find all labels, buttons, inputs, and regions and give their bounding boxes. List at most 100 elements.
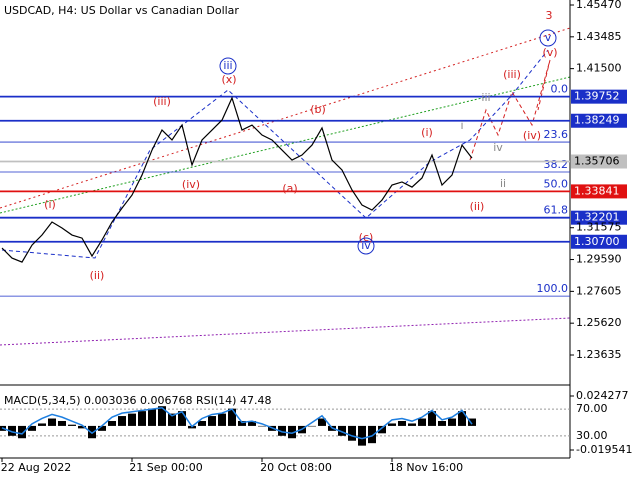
fib-label: 0.0	[551, 83, 569, 96]
level-label-box	[571, 89, 627, 104]
wave-label: (iii)	[503, 68, 521, 81]
macd-bar	[78, 425, 86, 429]
macd-bar	[128, 413, 136, 426]
y-tick-label: 1.23635	[576, 348, 622, 361]
wave-label: 3	[546, 9, 553, 22]
macd-bar	[218, 413, 226, 426]
trend-line	[0, 317, 571, 346]
macd-bar	[118, 416, 126, 426]
macd-bar	[308, 425, 316, 427]
fib-label: 23.6	[544, 128, 569, 141]
x-tick-label: 21 Sep 00:00	[129, 461, 202, 474]
macd-bar	[408, 423, 416, 426]
macd-bar	[88, 425, 96, 439]
wave-label: (iv)	[182, 178, 200, 191]
wave-label: v	[545, 31, 552, 44]
macd-bar	[338, 425, 346, 436]
macd-bar	[198, 420, 206, 426]
macd-bar	[58, 420, 66, 426]
macd-bar	[228, 408, 236, 426]
level-label: 1.35706	[574, 155, 620, 168]
y-tick-label: 1.41500	[576, 62, 622, 75]
level-label-box	[571, 184, 627, 199]
macd-bar	[98, 425, 106, 431]
wave-label: (a)	[282, 182, 297, 195]
macd-bar	[48, 418, 56, 426]
rsi-line	[1, 406, 473, 440]
y-tick-label: 0.024277	[576, 389, 629, 402]
macd-bar	[68, 424, 76, 426]
macd-bar	[468, 418, 476, 426]
macd-bar	[458, 411, 466, 426]
macd-bar	[158, 406, 166, 426]
wave-circle	[219, 57, 237, 75]
fib-label: 38.2	[544, 158, 569, 171]
wave-label: ii	[500, 177, 506, 190]
macd-bar	[278, 425, 286, 436]
macd-bar	[398, 420, 406, 426]
y-tick-label: 1.43485	[576, 30, 622, 43]
macd-bar	[368, 425, 376, 444]
wave-label: (v)	[542, 46, 557, 59]
wave-label: iii	[481, 91, 490, 104]
level-label-box	[571, 210, 627, 225]
wave-projection	[469, 59, 551, 161]
macd-bar	[248, 420, 256, 426]
macd-bar	[378, 425, 386, 434]
macd-bar	[8, 425, 16, 436]
y2-tick-label: 30.00	[576, 429, 608, 442]
fib-label: 50.0	[544, 177, 569, 190]
y-tick-label: 1.45470	[576, 0, 622, 11]
macd-bar	[418, 418, 426, 426]
level-label: 1.32201	[574, 211, 620, 224]
wave-label: (x)	[221, 73, 236, 86]
macd-bar	[388, 423, 396, 426]
macd-bar	[438, 420, 446, 426]
fib-label: 61.8	[544, 204, 569, 217]
macd-bar	[108, 420, 116, 426]
macd-bar	[18, 425, 26, 439]
macd-bar	[148, 408, 156, 426]
trend-line	[0, 76, 571, 214]
macd-bar	[318, 418, 326, 426]
level-label-box	[571, 234, 627, 249]
x-tick-label: 22 Aug 2022	[1, 461, 71, 474]
macd-bar	[168, 413, 176, 426]
wave-label: (ii)	[470, 200, 485, 213]
macd-bar	[288, 425, 296, 439]
macd-bar	[348, 425, 356, 441]
level-label: 1.30700	[574, 235, 620, 248]
wave-label: i	[460, 119, 463, 132]
wave-label: (ii)	[90, 269, 105, 282]
macd-bar	[448, 418, 456, 426]
wave-label: (i)	[44, 198, 56, 211]
macd-bar	[138, 411, 146, 426]
wave-circle	[357, 237, 375, 255]
level-label-box	[571, 113, 627, 128]
macd-bar	[358, 425, 366, 446]
x-tick-label: 18 Nov 16:00	[389, 461, 463, 474]
wave-label: (b)	[310, 103, 326, 116]
macd-bar	[258, 425, 266, 427]
macd-bar	[208, 416, 216, 426]
price-line	[1, 96, 473, 263]
x-tick-label: 20 Oct 08:00	[260, 461, 332, 474]
y-tick-label: 1.27605	[576, 284, 622, 297]
wave-label: (i)	[421, 126, 433, 139]
wave-label: iv	[361, 239, 371, 252]
y-tick-label: -0.019541	[576, 443, 632, 456]
y-tick-label: 1.29590	[576, 253, 622, 266]
y-tick-label: 1.25620	[576, 316, 622, 329]
level-label: 1.33841	[574, 184, 620, 197]
macd-bar	[28, 425, 36, 431]
wave-path	[1, 49, 549, 259]
wave-label: (iii)	[153, 95, 171, 108]
level-label-box	[571, 154, 627, 169]
y-tick-label: 1.31575	[576, 221, 622, 234]
macd-bar	[178, 411, 186, 426]
wave-label: iv	[493, 141, 503, 154]
level-label: 1.39752	[574, 90, 620, 103]
wave-label: iii	[223, 59, 232, 72]
